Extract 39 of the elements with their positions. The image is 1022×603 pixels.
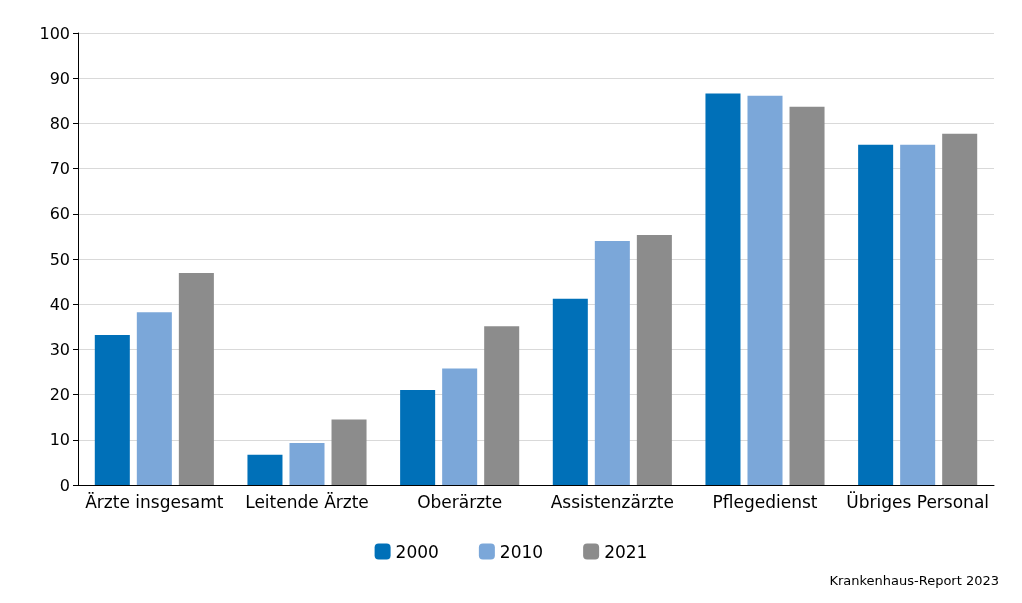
bar bbox=[484, 326, 520, 485]
bar bbox=[289, 442, 325, 485]
y-tick-label: 30 bbox=[49, 339, 70, 359]
bar bbox=[442, 368, 478, 485]
x-tick-label: Übriges Personal bbox=[846, 490, 990, 512]
bar bbox=[331, 419, 367, 485]
bar bbox=[178, 273, 214, 485]
bar bbox=[636, 235, 672, 485]
legend-label: 2000 bbox=[395, 541, 439, 562]
bar bbox=[858, 144, 894, 485]
y-tick-label: 90 bbox=[49, 68, 70, 88]
y-tick-label: 60 bbox=[49, 204, 70, 224]
bar bbox=[136, 312, 172, 485]
y-tick-label: 50 bbox=[49, 249, 70, 269]
bar bbox=[942, 133, 978, 485]
bar bbox=[900, 144, 936, 485]
bar bbox=[594, 240, 630, 485]
x-tick-label: Oberärzte bbox=[417, 491, 503, 512]
x-tick-label: Assistenzärzte bbox=[550, 491, 674, 512]
bar bbox=[789, 106, 825, 485]
y-tick-label: 0 bbox=[59, 475, 70, 495]
y-tick-label: 100 bbox=[39, 23, 70, 43]
y-tick-label: 10 bbox=[49, 430, 70, 450]
text: Krankenhaus-Report 2023 bbox=[829, 573, 1000, 588]
y-tick-label: 70 bbox=[49, 159, 70, 179]
y-tick-label: 80 bbox=[49, 113, 70, 133]
bar bbox=[552, 298, 588, 485]
bar bbox=[94, 334, 130, 485]
x-tick-label: Pflegedienst bbox=[712, 491, 818, 512]
legend-label: 2021 bbox=[604, 541, 648, 562]
x-tick-label: Ärzte insgesamt bbox=[85, 491, 224, 512]
bar bbox=[247, 454, 283, 485]
bar bbox=[705, 93, 741, 485]
y-tick-label: 20 bbox=[49, 385, 70, 405]
x-tick-label: Leitende Ärzte bbox=[245, 491, 369, 512]
bar bbox=[400, 390, 436, 485]
legend-label: 2010 bbox=[499, 541, 544, 562]
y-tick-label: 40 bbox=[49, 294, 70, 314]
bar bbox=[747, 95, 783, 485]
